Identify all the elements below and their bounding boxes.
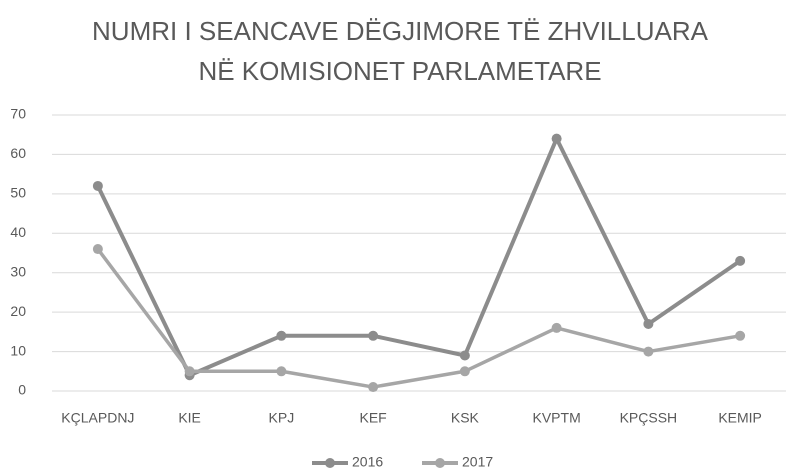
- x-tick-label: KPJ: [269, 410, 295, 426]
- chart-title: NË KOMISIONET PARLAMETARE: [198, 56, 601, 86]
- series-marker: [551, 133, 562, 144]
- series-marker: [368, 330, 379, 341]
- series-marker: [551, 322, 562, 333]
- y-tick-label: 70: [10, 106, 26, 122]
- series-marker: [92, 180, 103, 191]
- y-tick-label: 40: [10, 224, 26, 240]
- y-tick-label: 10: [10, 342, 26, 358]
- x-tick-label: KPÇSSH: [620, 410, 678, 426]
- x-tick-label: KÇLAPDNJ: [61, 410, 134, 426]
- y-tick-label: 0: [18, 382, 26, 398]
- y-tick-label: 60: [10, 145, 26, 161]
- series-marker: [643, 346, 654, 357]
- series-marker: [276, 330, 287, 341]
- y-tick-label: 30: [10, 263, 26, 279]
- x-tick-label: KVPTM: [533, 410, 581, 426]
- legend-label: 2017: [462, 454, 493, 470]
- x-tick-label: KEF: [360, 410, 387, 426]
- legend-marker: [325, 458, 335, 468]
- legend-marker: [435, 458, 445, 468]
- series-marker: [92, 244, 103, 255]
- legend-label: 2016: [352, 454, 383, 470]
- series-marker: [184, 366, 195, 377]
- x-tick-label: KEMIP: [718, 410, 762, 426]
- series-line: [96, 248, 741, 389]
- series-marker: [368, 382, 379, 393]
- series-marker: [459, 350, 470, 361]
- series-marker: [735, 255, 746, 266]
- series-marker: [276, 366, 287, 377]
- chart-title: NUMRI I SEANCAVE DËGJIMORE TË ZHVILLUARA: [92, 16, 709, 46]
- x-tick-label: KSK: [451, 410, 480, 426]
- series-marker: [459, 366, 470, 377]
- y-tick-label: 20: [10, 303, 26, 319]
- series-marker: [643, 318, 654, 329]
- series-marker: [735, 330, 746, 341]
- x-tick-label: KIE: [178, 410, 201, 426]
- y-tick-label: 50: [10, 185, 26, 201]
- series-line: [96, 136, 742, 378]
